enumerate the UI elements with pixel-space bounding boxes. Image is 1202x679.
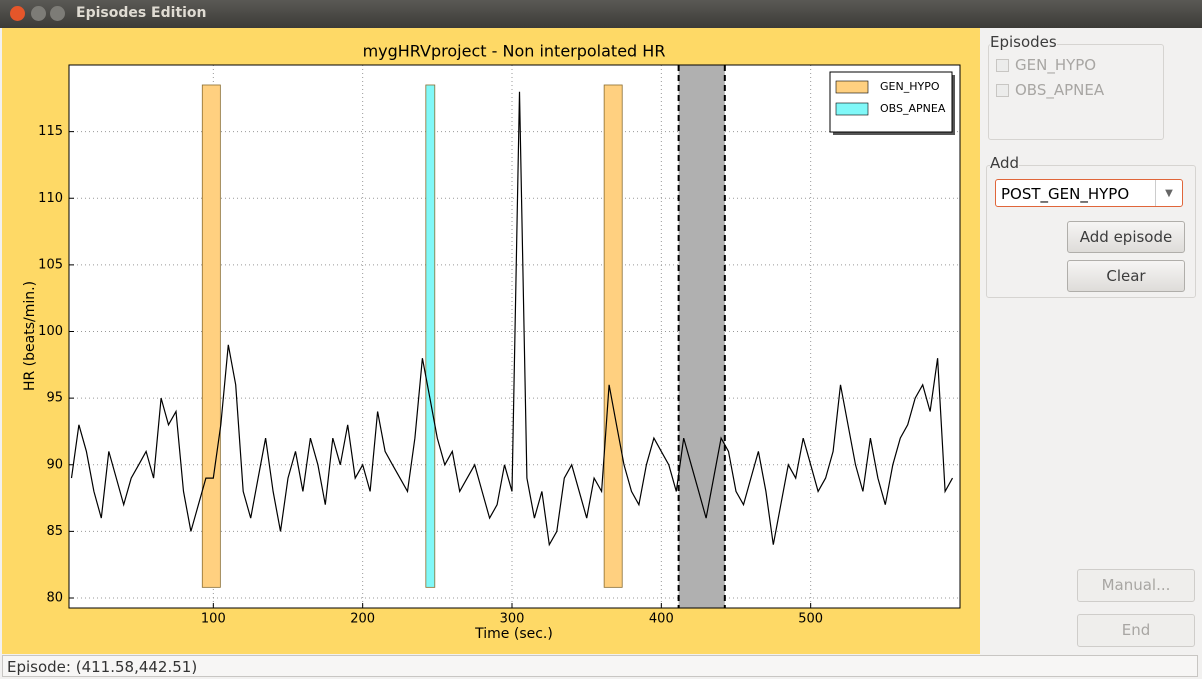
group-title: Episodes	[990, 33, 1057, 51]
group-title: Add	[990, 154, 1020, 172]
episode-band	[425, 84, 436, 588]
checkbox[interactable]	[996, 84, 1009, 97]
title-bar: Episodes Edition	[0, 0, 1202, 28]
checkbox[interactable]	[996, 59, 1009, 72]
y-tick-label: 85	[46, 524, 63, 539]
hr-line	[70, 91, 954, 547]
status-bar: Episode: (411.58,442.51)	[2, 655, 1198, 677]
legend-swatch	[835, 80, 869, 94]
episode-band	[603, 84, 623, 588]
episode-combo[interactable]: POST_GEN_HYPO ▼	[995, 179, 1183, 207]
legend-swatch	[835, 102, 869, 116]
clear-button[interactable]: Clear	[1067, 260, 1185, 292]
maximize-button[interactable]	[50, 6, 65, 21]
episode-item[interactable]: GEN_HYPO	[1015, 56, 1097, 74]
y-axis-label: HR (beats/min.)	[22, 281, 38, 391]
axes-frame	[68, 64, 961, 609]
episodes-group	[988, 44, 1164, 140]
x-tick-label: 100	[201, 612, 226, 627]
close-button[interactable]	[10, 6, 25, 21]
minimize-button[interactable]	[31, 6, 46, 21]
y-tick-label: 115	[38, 124, 63, 139]
add-episode-button[interactable]: Add episode	[1067, 221, 1185, 253]
legend-label: OBS_APNEA	[880, 102, 946, 115]
selection	[678, 65, 725, 608]
legend-label: GEN_HYPO	[880, 80, 940, 93]
y-tick-label: 100	[38, 324, 63, 339]
x-tick-label: 500	[798, 612, 823, 627]
window-title: Episodes Edition	[76, 5, 207, 21]
x-tick-label: 200	[350, 612, 375, 627]
y-tick-label: 80	[46, 591, 63, 606]
episode-band	[201, 84, 221, 588]
y-tick-label: 90	[46, 457, 63, 472]
x-axis-label: Time (sec.)	[474, 626, 553, 642]
y-tick-label: 95	[46, 391, 63, 406]
manual-button[interactable]: Manual...	[1077, 569, 1195, 602]
chart-title: mygHRVproject - Non interpolated HR	[363, 42, 666, 61]
combo-text: POST_GEN_HYPO	[1001, 185, 1130, 203]
y-tick-label: 110	[38, 191, 63, 206]
episode-item[interactable]: OBS_APNEA	[1015, 81, 1105, 99]
end-button[interactable]: End	[1077, 614, 1195, 647]
add-group	[986, 165, 1196, 298]
x-tick-label: 400	[649, 612, 674, 627]
chart: mygHRVproject - Non interpolated HR Time…	[2, 28, 980, 654]
y-tick-label: 105	[38, 257, 63, 272]
x-tick-label: 300	[500, 612, 525, 627]
combo-arrow: ▼	[1155, 180, 1182, 206]
